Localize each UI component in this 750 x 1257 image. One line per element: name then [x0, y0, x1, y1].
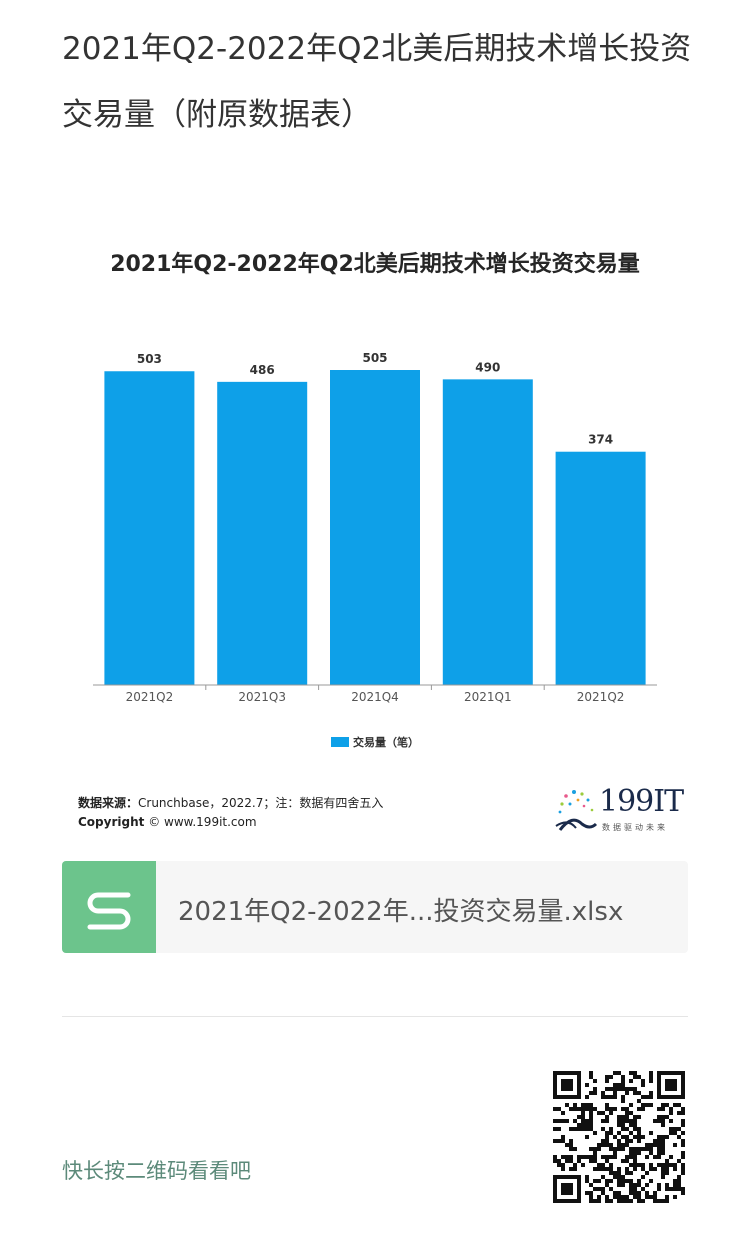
copyright-text: © www.199it.com — [148, 815, 257, 829]
chart-title: 2021年Q2-2022年Q2北美后期技术增长投资交易量 — [110, 252, 640, 277]
data-label-3: 505 — [362, 351, 387, 365]
bar-3 — [330, 370, 420, 685]
data-label-1: 503 — [137, 352, 162, 366]
source-label: 数据来源： — [78, 796, 139, 810]
attachment-file-name[interactable]: 2021年Q2-2022年...投资交易量.xlsx — [178, 897, 624, 927]
source-line: 数据来源：Crunchbase，2022.7；注：数据有四舍五入 — [78, 794, 383, 811]
legend-swatch — [331, 737, 349, 747]
bar-2 — [217, 381, 308, 685]
dandelion-logo-icon — [555, 790, 598, 831]
spreadsheet-s-icon — [62, 861, 156, 953]
copyright-label: Copyright — [78, 815, 145, 829]
chart: 2021年Q2-2022年Q2北美后期技术增长投资交易量 503 486 505 49… — [0, 228, 750, 848]
bar-1 — [104, 371, 195, 685]
logo-199it: 199IT 数据驱动未来 — [552, 784, 684, 834]
bar-chart-svg: 503 486 505 490 374 2021Q2 2021Q3 2021Q4 2021Q1… — [93, 351, 657, 749]
copyright-line: Copyright © www.199it.com — [78, 815, 257, 829]
x-tick-label-5: 2021Q2 — [577, 690, 625, 704]
qr-code-icon[interactable] — [553, 1071, 685, 1203]
logo-subtitle: 数据驱动未来 — [602, 823, 668, 832]
logo-text: 199IT — [599, 784, 684, 819]
data-label-5: 374 — [588, 433, 613, 447]
article-title: 2021年Q2-2022年Q2北美后期技术增长投资交易量（附原数据表） — [62, 31, 692, 133]
data-label-2: 486 — [250, 363, 275, 377]
data-label-4: 490 — [475, 360, 500, 374]
x-tick-label-3: 2021Q4 — [351, 690, 399, 704]
bar-4 — [442, 379, 533, 685]
attachment-card[interactable]: 2021年Q2-2022年...投资交易量.xlsx — [62, 861, 688, 953]
source-text: Crunchbase，2022.7；注：数据有四舍五入 — [138, 796, 384, 810]
divider — [62, 1016, 688, 1017]
legend-label: 交易量（笔） — [353, 735, 419, 749]
x-tick-label-1: 2021Q2 — [126, 690, 174, 704]
bar-5 — [555, 451, 646, 685]
x-tick-label-2: 2021Q3 — [238, 690, 286, 704]
x-tick-label-4: 2021Q1 — [464, 690, 512, 704]
qr-hint-text: 快长按二维码看看吧 — [62, 1159, 251, 1183]
